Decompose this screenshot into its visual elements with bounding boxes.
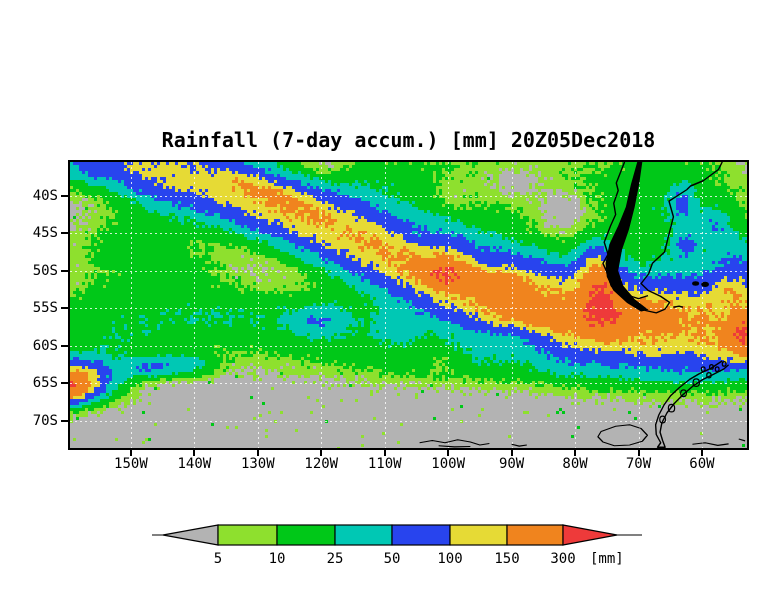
lat-tick-label: 45S [14,225,58,241]
lat-tick-label: 70S [14,413,58,429]
lon-tick-mark [701,448,703,456]
lat-tick-label: 60S [14,338,58,354]
lat-tick-mark [61,345,69,347]
lon-tick-mark [193,448,195,456]
lat-tick-label: 55S [14,300,58,316]
lon-tick-mark [320,448,322,456]
lon-tick-label: 110W [355,456,415,472]
colorbar-tick-label: 150 [494,551,519,567]
chart-title: Rainfall (7-day accum.) [mm] 20Z05Dec201… [70,128,747,152]
lat-tick-mark [61,382,69,384]
colorbar-tick-label: 100 [437,551,462,567]
lon-tick-mark [130,448,132,456]
lat-tick-label: 40S [14,188,58,204]
rainfall-map-canvas [70,162,747,448]
lon-tick-mark [574,448,576,456]
lon-tick-mark [257,448,259,456]
lon-tick-mark [511,448,513,456]
rainfall-figure: Rainfall (7-day accum.) [mm] 20Z05Dec201… [0,0,784,612]
colorbar-segment [218,525,277,545]
lon-tick-label: 60W [672,456,732,472]
lon-tick-label: 70W [609,456,669,472]
lon-tick-label: 140W [164,456,224,472]
colorbar-segment [277,525,335,545]
lon-tick-mark [638,448,640,456]
map-frame [68,160,749,450]
colorbar-segment [450,525,507,545]
colorbar-arrow-low [163,525,218,545]
colorbar-tick-label: 5 [214,551,222,567]
lat-tick-mark [61,232,69,234]
lat-tick-mark [61,307,69,309]
lat-tick-label: 65S [14,375,58,391]
lat-tick-mark [61,270,69,272]
lon-tick-label: 100W [418,456,478,472]
colorbar-segment [392,525,450,545]
colorbar-tick-label: 10 [269,551,286,567]
lon-tick-label: 80W [545,456,605,472]
lat-tick-mark [61,420,69,422]
lon-tick-label: 120W [291,456,351,472]
lon-tick-mark [447,448,449,456]
lon-tick-label: 90W [482,456,542,472]
lon-tick-label: 150W [101,456,161,472]
colorbar-segment [507,525,563,545]
colorbar-tick-label: 25 [327,551,344,567]
lat-tick-mark [61,195,69,197]
colorbar-tick-label: 300 [550,551,575,567]
colorbar: 5 10 25 50 100 150 300 [mm] [148,518,658,570]
colorbar-segment [335,525,392,545]
colorbar-arrow-high [563,525,617,545]
lat-tick-label: 50S [14,263,58,279]
colorbar-tick-label: 50 [384,551,401,567]
lon-tick-mark [384,448,386,456]
colorbar-unit-label: [mm] [590,551,624,567]
lon-tick-label: 130W [228,456,288,472]
